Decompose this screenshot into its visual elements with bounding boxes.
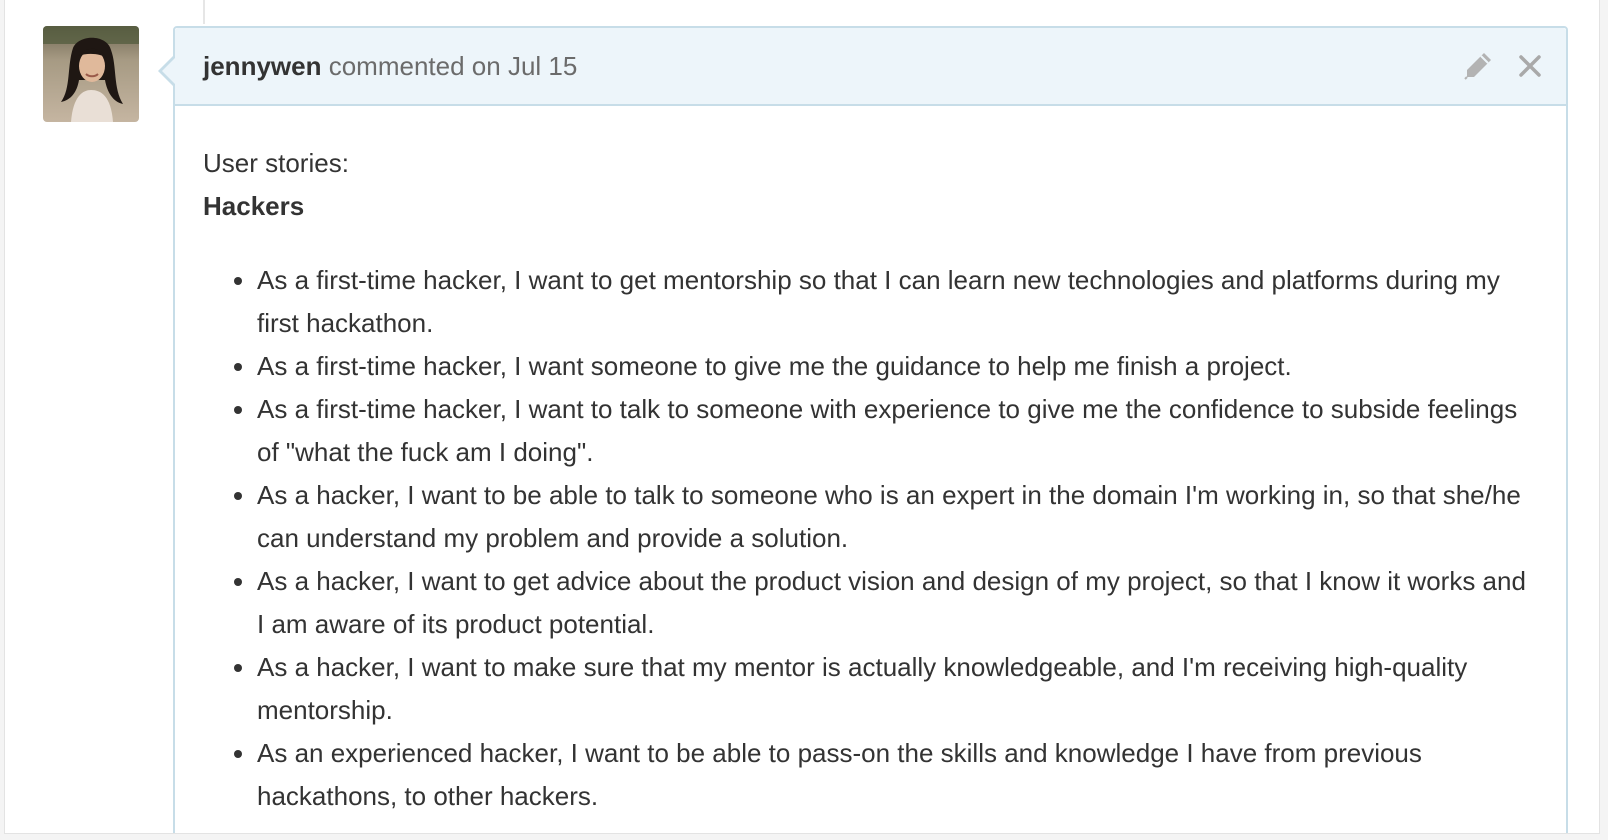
pencil-icon[interactable] [1462,50,1494,82]
comment-body: User stories: Hackers As a first-time ha… [175,106,1566,818]
user-stories-list: As a first-time hacker, I want to get me… [203,259,1538,818]
comment-date[interactable]: Jul 15 [507,51,578,81]
list-item: As a first-time hacker, I want to talk t… [257,388,1538,474]
issue-page: jennywen commented on Jul 15 User storie… [4,0,1600,834]
author-avatar[interactable] [43,26,139,122]
comment-meta: jennywen commented on Jul 15 [203,50,577,82]
list-item: As an experienced hacker, I want to be a… [257,732,1538,818]
list-item: As a hacker, I want to be able to talk t… [257,474,1538,560]
comment-action: commented on [328,51,501,81]
timeline-line [203,0,205,24]
list-item: As a hacker, I want to get advice about … [257,560,1538,646]
section-heading: Hackers [203,191,305,221]
comment-box: jennywen commented on Jul 15 User storie… [158,26,1568,833]
close-icon[interactable] [1514,50,1546,82]
comment-pointer-fill [162,58,175,84]
list-item: As a first-time hacker, I want someone t… [257,345,1538,388]
avatar-photo-icon [43,26,139,122]
intro-text: User stories: [203,148,349,178]
list-item: As a first-time hacker, I want to get me… [257,259,1538,345]
list-item: As a hacker, I want to make sure that my… [257,646,1538,732]
comment-header: jennywen commented on Jul 15 [175,28,1566,106]
author-link[interactable]: jennywen [203,51,322,81]
